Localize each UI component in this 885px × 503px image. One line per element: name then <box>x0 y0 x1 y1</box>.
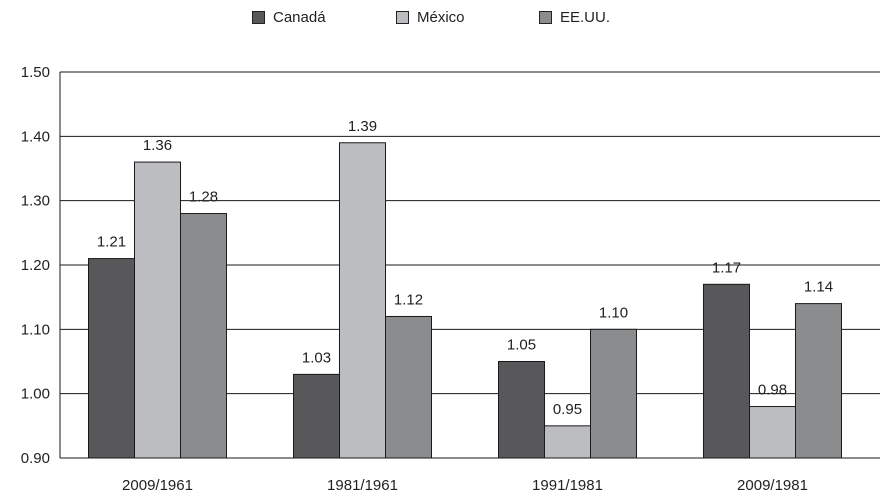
legend-swatch-mexico <box>396 10 409 24</box>
legend-label-usa: EE.UU. <box>560 8 611 26</box>
bar-canad-0 <box>88 258 135 459</box>
legend-label-canada: Canadá <box>273 8 326 26</box>
y-tick-label: 1.50 <box>21 64 50 81</box>
legend-item-mexico: México <box>396 6 465 28</box>
data-label: 1.12 <box>394 291 423 308</box>
bar-eeuu-2 <box>590 328 637 459</box>
data-label: 0.95 <box>553 401 582 418</box>
bar-mxico-1 <box>339 142 386 459</box>
x-tick-label: 1981/1961 <box>327 477 398 494</box>
chart-legend: Canadá México EE.UU. <box>0 6 885 28</box>
bar-eeuu-0 <box>180 213 227 459</box>
y-tick-label: 1.30 <box>21 193 50 210</box>
data-label: 1.28 <box>189 189 218 206</box>
legend-swatch-usa <box>539 10 552 24</box>
bar-eeuu-3 <box>795 303 842 459</box>
data-label: 1.10 <box>599 304 628 321</box>
legend-item-usa: EE.UU. <box>539 6 610 28</box>
legend-swatch-canada <box>252 10 265 24</box>
data-label: 1.05 <box>507 337 536 354</box>
y-tick-label: 1.40 <box>21 128 50 145</box>
data-label: 1.03 <box>302 349 331 366</box>
y-tick-label: 1.20 <box>21 257 50 274</box>
bar-mxico-3 <box>749 406 796 459</box>
x-tick-label: 1991/1981 <box>532 477 603 494</box>
y-tick-label: 0.90 <box>21 450 50 467</box>
data-label: 1.21 <box>97 234 126 251</box>
y-tick-label: 1.00 <box>21 386 50 403</box>
x-tick-label: 2009/1961 <box>122 477 193 494</box>
data-label: 1.14 <box>804 279 833 296</box>
bar-eeuu-1 <box>385 315 432 459</box>
data-label: 1.36 <box>143 137 172 154</box>
bar-canad-2 <box>498 361 545 459</box>
bar-mxico-0 <box>134 161 181 459</box>
y-tick-label: 1.10 <box>21 321 50 338</box>
bar-canad-3 <box>703 283 750 459</box>
data-label: 1.39 <box>348 118 377 135</box>
x-tick-label: 2009/1981 <box>737 477 808 494</box>
legend-label-mexico: México <box>417 8 465 26</box>
bar-canad-1 <box>293 373 340 459</box>
legend-item-canada: Canadá <box>252 6 326 28</box>
data-label: 1.17 <box>712 259 741 276</box>
data-label: 0.98 <box>758 382 787 399</box>
bar-mxico-2 <box>544 425 591 459</box>
